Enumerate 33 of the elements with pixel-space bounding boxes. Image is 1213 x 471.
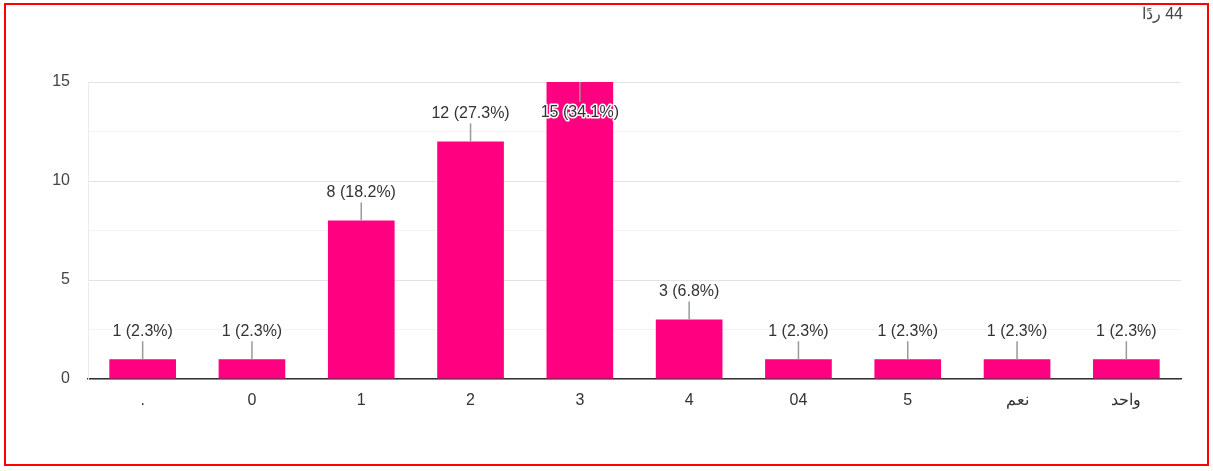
data-label: 12 (27.3%) xyxy=(431,103,510,121)
y-tick-label: 5 xyxy=(61,270,71,288)
x-tick-label: 2 xyxy=(466,391,476,409)
x-tick-label: 4 xyxy=(684,391,694,409)
data-label: 1 (2.3%) xyxy=(768,321,829,339)
x-tick-label: واحد xyxy=(1111,391,1142,410)
x-tick-label: 5 xyxy=(903,391,913,409)
bar xyxy=(1093,359,1160,379)
x-tick-label: نعم xyxy=(1005,391,1029,410)
data-label: 8 (18.2%) xyxy=(326,183,396,201)
bar xyxy=(983,359,1051,379)
y-tick-label: 0 xyxy=(61,369,71,387)
y-tick-label: 10 xyxy=(52,171,71,189)
x-tick-label: 1 xyxy=(356,391,366,409)
data-label: 1 (2.3%) xyxy=(986,321,1048,339)
bar xyxy=(765,359,832,379)
y-tick-label: 15 xyxy=(52,72,71,90)
bar xyxy=(218,359,286,379)
bar xyxy=(109,359,176,379)
data-label: 3 (6.8%) xyxy=(658,282,720,300)
text: 44 ردًا xyxy=(1141,5,1183,23)
data-label: 1 (2.3%) xyxy=(112,321,173,339)
bar xyxy=(874,359,942,379)
data-label: 1 (2.3%) xyxy=(1096,321,1157,339)
x-tick-label: 04 xyxy=(789,391,808,409)
x-tick-label: 3 xyxy=(575,391,585,409)
bar xyxy=(437,141,504,379)
bar xyxy=(327,220,395,379)
bar xyxy=(655,319,723,379)
data-label: 1 (2.3%) xyxy=(221,321,283,339)
x-tick-label: 0 xyxy=(247,391,257,409)
data-label: 1 (2.3%) xyxy=(877,321,938,339)
x-tick-label: . xyxy=(140,391,145,409)
